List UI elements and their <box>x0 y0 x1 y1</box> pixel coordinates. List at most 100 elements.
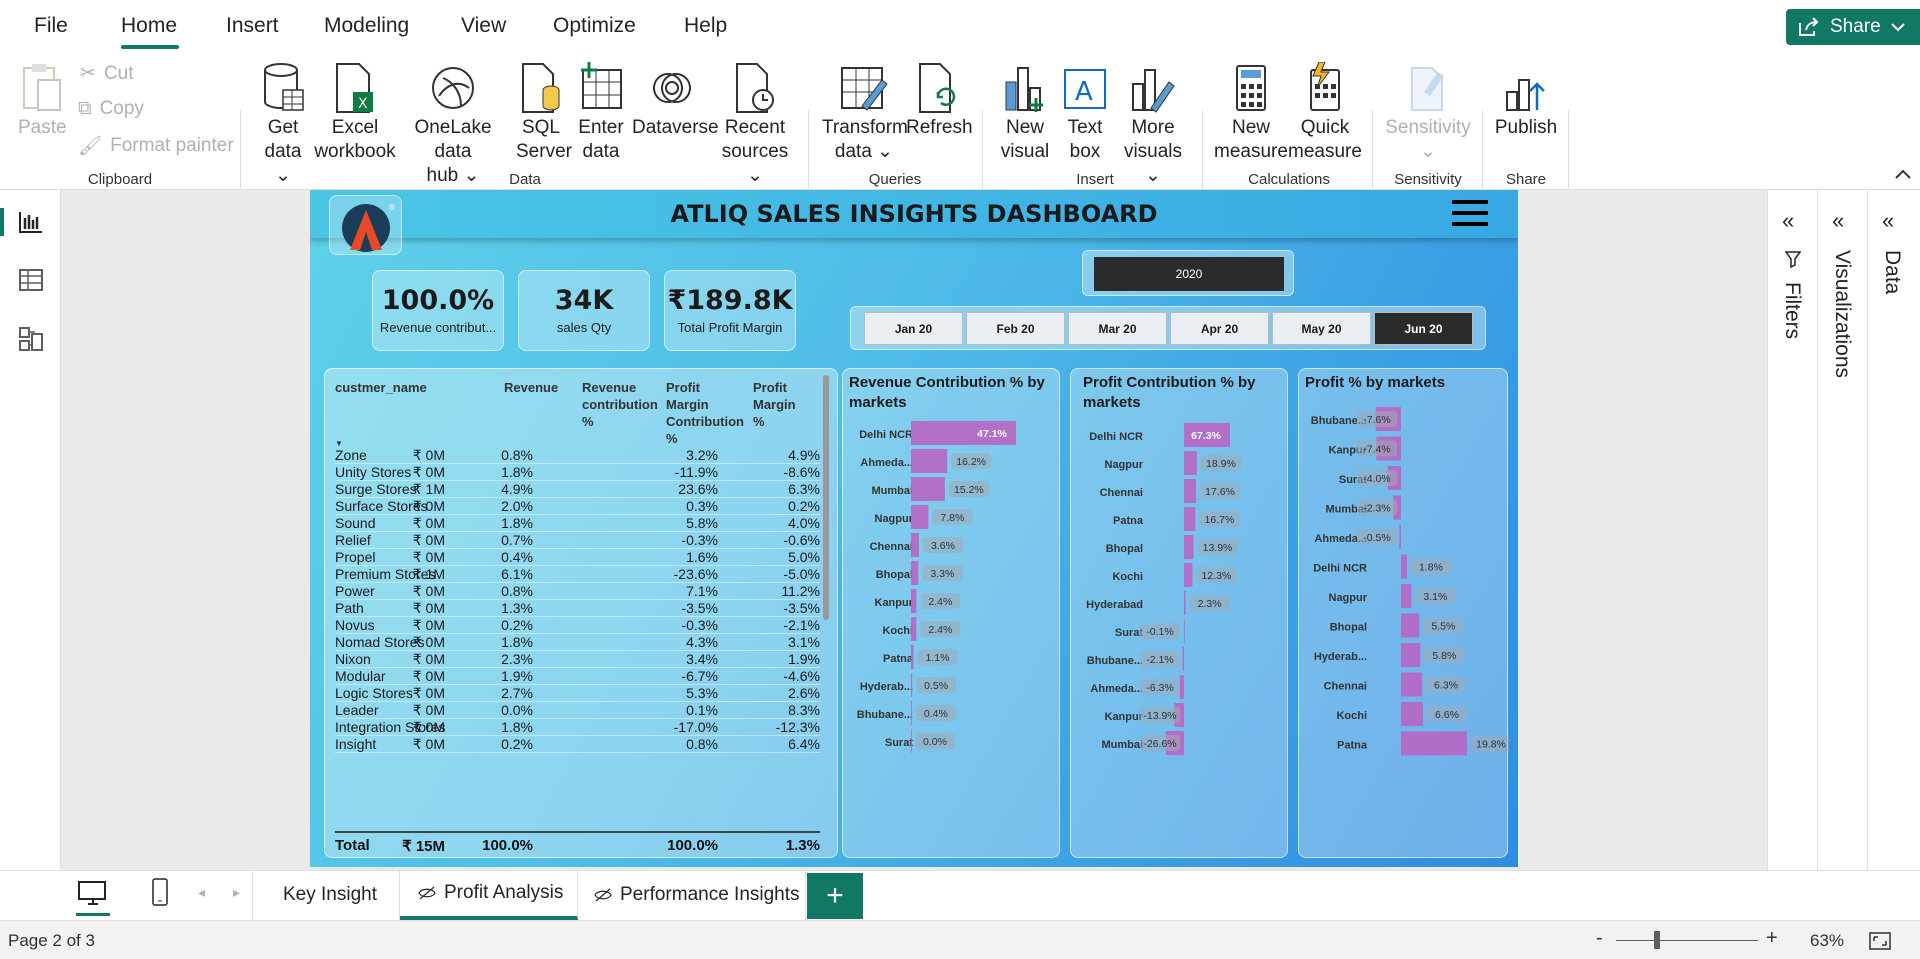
bar[interactable] <box>1184 423 1230 447</box>
zoom-in-icon[interactable]: + <box>1766 927 1778 949</box>
collapse-filters-icon[interactable]: « <box>1782 208 1795 233</box>
quick-measure-button[interactable]: Quick measure <box>1288 62 1362 164</box>
table-row[interactable]: Insight ₹ 0M 0.2% 0.8% 6.4% <box>335 736 820 753</box>
bar[interactable] <box>911 421 1016 445</box>
collapse-data-icon[interactable]: « <box>1882 208 1895 233</box>
month-option[interactable]: Apr 20 <box>1170 312 1269 345</box>
bar[interactable] <box>911 505 929 529</box>
zoom-slider-thumb[interactable] <box>1654 931 1660 949</box>
table-row[interactable]: Unity Stores ₹ 0M 1.8% -11.9% -8.6% <box>335 464 820 481</box>
bar[interactable] <box>1401 731 1467 756</box>
cut-button[interactable]: ✂ Cut <box>80 62 134 85</box>
year-slicer-option[interactable]: 2020 <box>1094 257 1284 291</box>
transform-data-button[interactable]: Transform data ⌄ <box>822 62 908 164</box>
table-view-icon[interactable] <box>18 268 44 292</box>
menu-help[interactable]: Help <box>684 14 728 37</box>
menu-modeling[interactable]: Modeling <box>324 14 410 37</box>
table-row[interactable]: Power ₹ 0M 0.8% 7.1% 11.2% <box>335 583 820 600</box>
bar[interactable] <box>1401 584 1412 608</box>
share-button[interactable]: Share <box>1786 9 1920 45</box>
bar[interactable] <box>911 589 917 613</box>
visualizations-label[interactable]: Visualizations <box>1831 250 1854 379</box>
menu-file[interactable]: File <box>34 14 68 37</box>
publish-button[interactable]: Publish <box>1494 62 1558 140</box>
month-option[interactable]: Jan 20 <box>864 312 963 345</box>
add-page-button[interactable]: + <box>807 873 863 919</box>
bar[interactable] <box>911 533 920 557</box>
bar[interactable] <box>1183 619 1185 643</box>
bar[interactable] <box>1184 591 1186 615</box>
bar[interactable] <box>911 477 945 501</box>
new-visual-button[interactable]: New visual <box>998 62 1052 164</box>
page-tab-profit-analysis[interactable]: Profit Analysis <box>400 870 578 920</box>
table-row[interactable]: Nomad Stores ₹ 0M 1.8% 4.3% 3.1% <box>335 634 820 651</box>
dataverse-button[interactable]: Dataverse <box>632 62 719 140</box>
bar[interactable] <box>911 673 913 697</box>
month-option-selected[interactable]: Jun 20 <box>1374 312 1473 345</box>
recent-sources-button[interactable]: Recent sources ⌄ <box>714 62 796 188</box>
table-header[interactable]: Revenue contribution % <box>582 380 658 429</box>
table-header[interactable]: Revenue <box>504 380 559 395</box>
menu-optimize[interactable]: Optimize <box>553 14 636 37</box>
table-row[interactable]: Logic Stores ₹ 0M 2.7% 5.3% 2.6% <box>335 685 820 702</box>
bar[interactable] <box>1184 563 1193 587</box>
text-box-button[interactable]: A Text box <box>1058 62 1112 164</box>
bar[interactable] <box>1184 507 1196 531</box>
table-row[interactable]: Integration Stores ₹ 0M 1.8% -17.0% -12.3% <box>335 719 820 736</box>
bar[interactable] <box>1401 672 1422 697</box>
table-row[interactable]: Propel ₹ 0M 0.4% 1.6% 5.0% <box>335 549 820 566</box>
copy-button[interactable]: ⧉ Copy <box>78 98 144 120</box>
bar[interactable] <box>911 617 917 641</box>
month-option[interactable]: Mar 20 <box>1068 312 1167 345</box>
bar[interactable] <box>911 645 914 669</box>
table-row[interactable]: Nixon ₹ 0M 2.3% 3.4% 1.9% <box>335 651 820 668</box>
table-header[interactable]: Profit Margin % <box>753 380 796 429</box>
page-tab-key-insight[interactable]: Key Insight <box>252 870 400 920</box>
month-option[interactable]: May 20 <box>1272 312 1371 345</box>
collapse-visualizations-icon[interactable]: « <box>1832 208 1845 233</box>
sensitivity-button[interactable]: Sensitivity ⌄ <box>1384 62 1472 164</box>
get-data-button[interactable]: Get data ⌄ <box>258 62 308 188</box>
table-row[interactable]: Zone ₹ 0M 0.8% 3.2% 4.9% <box>335 447 820 464</box>
bar[interactable] <box>1184 535 1194 559</box>
collapse-ribbon-icon[interactable] <box>1894 168 1912 180</box>
enter-data-button[interactable]: Enter data <box>576 62 626 164</box>
bar[interactable] <box>1182 647 1184 671</box>
sql-server-button[interactable]: SQL Server <box>516 62 572 164</box>
table-header[interactable]: Profit Margin Contribution % <box>666 380 744 446</box>
bar[interactable] <box>1393 495 1401 520</box>
zoom-out-icon[interactable]: - <box>1596 927 1603 949</box>
table-row[interactable]: Path ₹ 0M 1.3% -3.5% -3.5% <box>335 600 820 617</box>
table-row[interactable]: Modular ₹ 0M 1.9% -6.7% -4.6% <box>335 668 820 685</box>
bar[interactable] <box>1184 451 1197 475</box>
paste-button[interactable]: Paste <box>18 62 67 140</box>
sort-arrow-icon[interactable]: ▼ <box>335 439 343 448</box>
bar[interactable] <box>911 561 919 585</box>
bar[interactable] <box>911 729 912 753</box>
menu-insert[interactable]: Insert <box>226 14 279 37</box>
table-row[interactable]: Leader ₹ 0M 0.0% 0.1% 8.3% <box>335 702 820 719</box>
table-row[interactable]: Sound ₹ 0M 1.8% 5.8% 4.0% <box>335 515 820 532</box>
more-visuals-button[interactable]: More visuals ⌄ <box>1118 62 1188 188</box>
mobile-layout-icon[interactable] <box>150 877 170 907</box>
table-row[interactable]: Premium Stores ₹ 1M 6.1% -23.6% -5.0% <box>335 566 820 583</box>
bar[interactable] <box>1401 554 1407 579</box>
format-painter-button[interactable]: 🖌 Format painter <box>78 134 234 158</box>
menu-view[interactable]: View <box>461 14 507 37</box>
bar[interactable] <box>1399 525 1401 549</box>
bar[interactable] <box>1179 675 1184 699</box>
hamburger-menu-icon[interactable] <box>1452 200 1488 228</box>
fit-to-page-icon[interactable] <box>1868 931 1892 951</box>
zoom-slider-track[interactable] <box>1616 940 1758 941</box>
scroll-tabs-right-icon[interactable]: ▸ <box>233 884 241 900</box>
bar[interactable] <box>1401 702 1423 726</box>
menu-home[interactable]: Home <box>121 14 178 37</box>
onelake-hub-button[interactable]: OneLake data hub ⌄ <box>398 62 508 188</box>
table-row[interactable]: Novus ₹ 0M 0.2% -0.3% -2.1% <box>335 617 820 634</box>
month-option[interactable]: Feb 20 <box>966 312 1065 345</box>
filters-label[interactable]: Filters <box>1781 282 1804 340</box>
new-measure-button[interactable]: New measure <box>1214 62 1288 164</box>
page-tab-performance-insights[interactable]: Performance Insights <box>578 870 806 920</box>
bar[interactable] <box>911 701 912 725</box>
refresh-button[interactable]: Refresh <box>906 62 973 140</box>
